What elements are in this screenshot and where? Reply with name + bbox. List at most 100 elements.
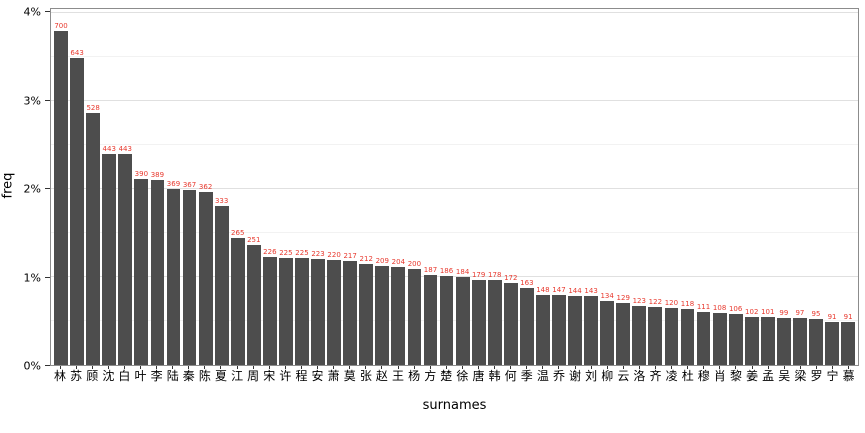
bar-column: 187: [422, 9, 438, 365]
bar-value-label: 120: [664, 298, 679, 307]
x-label-cell: 秦: [181, 366, 197, 392]
x-category-label: 梁: [794, 369, 807, 383]
x-category-label: 莫: [343, 369, 356, 383]
bar-value-label: 184: [455, 268, 470, 277]
bar: [102, 154, 117, 365]
x-tick-mark: [317, 366, 319, 369]
bar-value-label: 123: [632, 297, 646, 306]
bar-value-label: 187: [423, 266, 438, 275]
gridline-major: [51, 100, 858, 102]
bar-column: 217: [342, 9, 358, 365]
x-label-cell: 温: [535, 366, 551, 392]
bar-column: 184: [455, 9, 471, 365]
x-category-label: 陆: [166, 369, 179, 383]
x-label-cell: 楚: [438, 366, 454, 392]
x-tick-mark: [703, 366, 705, 369]
bar-value-label: 362: [198, 182, 213, 191]
x-category-label: 齐: [649, 369, 662, 383]
bar-column: 390: [133, 9, 149, 365]
x-tick-mark: [59, 366, 61, 369]
bar-column: 122: [647, 9, 663, 365]
x-label-cell: 齐: [647, 366, 663, 392]
bar-column: 528: [85, 9, 101, 365]
bar-value-label: 443: [118, 145, 132, 154]
x-tick-mark: [333, 366, 335, 369]
bar: [503, 283, 518, 365]
x-label-cell: 谢: [567, 366, 583, 392]
x-label-cell: 罗: [808, 366, 824, 392]
x-category-label: 陈: [198, 369, 211, 383]
bar: [198, 191, 213, 365]
bar-column: 108: [712, 9, 728, 365]
x-tick-mark: [252, 366, 254, 369]
x-category-label: 罗: [810, 369, 823, 383]
bar: [712, 313, 727, 365]
x-label-cell: 林: [52, 366, 68, 392]
x-label-cell: 莫: [342, 366, 358, 392]
bar: [279, 257, 293, 365]
x-tick-mark: [75, 366, 77, 369]
x-label-cell: 许: [277, 366, 293, 392]
bar-value-label: 225: [279, 248, 293, 257]
bar-column: 443: [101, 9, 117, 365]
bar-value-label: 389: [150, 170, 165, 179]
x-axis-labels: 林苏顾沈白叶李陆秦陈夏江周宋许程安萧莫张赵王杨方楚徐唐韩何季温乔谢刘柳云洛齐凌杜…: [50, 366, 859, 392]
bar: [166, 189, 181, 365]
x-label-cell: 吴: [776, 366, 792, 392]
x-tick-mark: [91, 366, 93, 369]
bar: [134, 178, 149, 365]
bar-column: 389: [149, 9, 165, 365]
x-label-cell: 孟: [760, 366, 776, 392]
bar: [262, 256, 277, 365]
x-category-label: 沈: [102, 369, 115, 383]
bar-value-label: 101: [761, 307, 775, 316]
bar-value-label: 106: [728, 305, 743, 314]
bar: [407, 269, 422, 365]
bar: [552, 294, 566, 365]
x-category-label: 张: [359, 369, 372, 383]
bar-column: 144: [567, 9, 583, 365]
bar: [841, 321, 855, 365]
bar-value-label: 367: [182, 181, 197, 190]
x-label-cell: 何: [503, 366, 519, 392]
x-category-label: 柳: [601, 369, 614, 383]
bar: [230, 238, 245, 365]
x-label-cell: 姜: [744, 366, 760, 392]
y-tick-label: 2%: [23, 182, 41, 196]
x-tick-mark: [445, 366, 447, 369]
x-category-label: 何: [504, 369, 517, 383]
x-category-label: 姜: [746, 369, 759, 383]
x-label-cell: 程: [293, 366, 309, 392]
x-label-cell: 徐: [454, 366, 470, 392]
bar-value-label: 97: [795, 309, 805, 318]
gridline-minor: [51, 232, 858, 234]
x-category-label: 白: [118, 369, 131, 383]
x-tick-mark: [381, 366, 383, 369]
bar-value-label: 178: [488, 270, 502, 279]
x-tick-mark: [558, 366, 560, 369]
x-tick-mark: [719, 366, 721, 369]
x-category-label: 林: [54, 369, 67, 383]
bar-value-label: 102: [745, 307, 759, 316]
bar: [825, 321, 839, 365]
y-axis-ticks: 0% 1% 2% 3% 4%: [0, 7, 50, 372]
bar-value-label: 265: [231, 229, 245, 238]
x-category-label: 方: [424, 369, 437, 383]
bar-value-label: 226: [263, 247, 277, 256]
bar-value-label: 212: [359, 254, 373, 263]
x-category-label: 肖: [713, 369, 726, 383]
x-label-cell: 方: [422, 366, 438, 392]
x-category-label: 苏: [70, 369, 83, 383]
gridline-major: [51, 188, 858, 190]
bar-value-label: 91: [843, 312, 853, 321]
bar: [455, 277, 470, 365]
bar-column: 186: [439, 9, 455, 365]
x-tick-mark: [156, 366, 158, 369]
bar: [343, 261, 358, 365]
x-tick-mark: [783, 366, 785, 369]
x-tick-mark: [815, 366, 817, 369]
x-category-label: 顾: [86, 369, 99, 383]
bar: [150, 179, 165, 365]
gridline-minor: [51, 144, 858, 146]
bar-column: 129: [615, 9, 631, 365]
